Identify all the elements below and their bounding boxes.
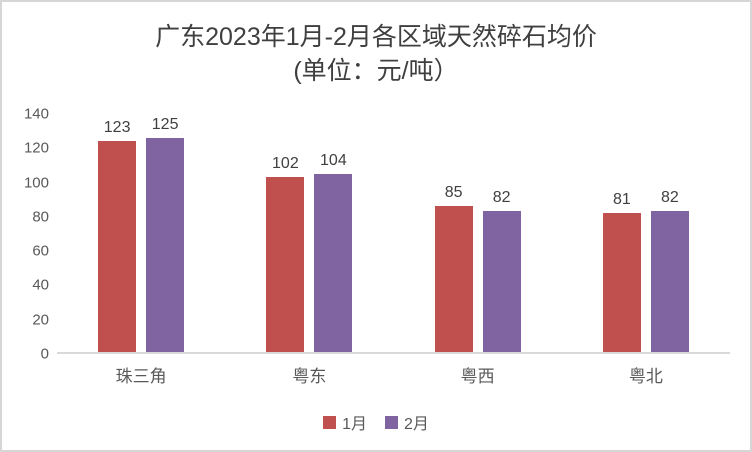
legend-label-series1: 1月	[342, 416, 367, 433]
bar-value-label: 85	[444, 184, 463, 202]
bar-group: 81 82	[562, 114, 730, 352]
bar-2月-粤北	[650, 211, 689, 352]
legend-swatch-series2	[385, 415, 398, 429]
bar-wrap: 82	[650, 114, 689, 352]
bar-wrap: 125	[146, 114, 185, 352]
x-axis-labels: 珠三角 粤东 粤西 粤北	[57, 362, 730, 387]
y-axis-tick-label: 40	[32, 276, 49, 294]
x-axis-category-label: 粤西	[460, 367, 495, 386]
legend-item-series1: 1月	[323, 410, 367, 434]
bar-group: 123 125	[57, 114, 225, 352]
bar-wrap: 102	[266, 114, 305, 352]
bar-1月-粤西	[434, 206, 473, 352]
y-axis-tick-label: 120	[23, 139, 49, 157]
bar-group: 102 104	[225, 114, 393, 352]
bar-wrap: 123	[98, 114, 137, 352]
bar-value-label: 81	[612, 191, 631, 209]
bar-2月-粤西	[482, 211, 521, 352]
bar-wrap: 81	[602, 114, 641, 352]
y-axis-tick-label: 20	[32, 311, 49, 329]
bar-wrap: 104	[314, 114, 353, 352]
plot-area: 123 125 102 104 85 82 81 82	[57, 114, 730, 354]
bar-2月-珠三角	[146, 137, 185, 352]
x-axis-category-label: 粤东	[292, 367, 327, 386]
y-axis: 0 20 40 60 80 100 120 140	[2, 107, 49, 362]
bar-1月-粤北	[602, 213, 641, 352]
x-axis-category-label: 珠三角	[115, 367, 167, 386]
y-axis-tick-label: 0	[40, 345, 49, 363]
legend: 1月 2月	[2, 410, 750, 434]
chart-title-line2: (单位：元/吨）	[293, 57, 459, 85]
y-axis-tick-label: 60	[32, 242, 49, 260]
bar-wrap: 85	[434, 114, 473, 352]
y-axis-tick-label: 140	[23, 105, 49, 123]
bar-2月-粤东	[314, 173, 353, 352]
x-axis-category-label: 粤北	[628, 367, 663, 386]
bar-value-label: 125	[151, 115, 179, 133]
y-axis-tick-label: 80	[32, 208, 49, 226]
bar-wrap: 82	[482, 114, 521, 352]
bar-value-label: 82	[492, 189, 511, 207]
y-axis-tick-label: 100	[23, 174, 49, 192]
bar-group: 85 82	[394, 114, 562, 352]
legend-swatch-series1	[323, 415, 337, 429]
legend-label-series2: 2月	[404, 416, 429, 433]
bar-1月-粤东	[266, 177, 305, 352]
bar-value-label: 102	[272, 155, 299, 173]
chart-title: 广东2023年1月-2月各区域天然碎石均价 (单位：元/吨）	[2, 20, 750, 88]
bar-value-label: 82	[660, 189, 679, 207]
bar-value-label: 123	[103, 119, 131, 137]
chart-title-line1: 广东2023年1月-2月各区域天然碎石均价	[155, 23, 597, 51]
bar-1月-珠三角	[98, 141, 137, 352]
bar-value-label: 104	[320, 151, 347, 169]
legend-item-series2: 2月	[385, 410, 429, 434]
